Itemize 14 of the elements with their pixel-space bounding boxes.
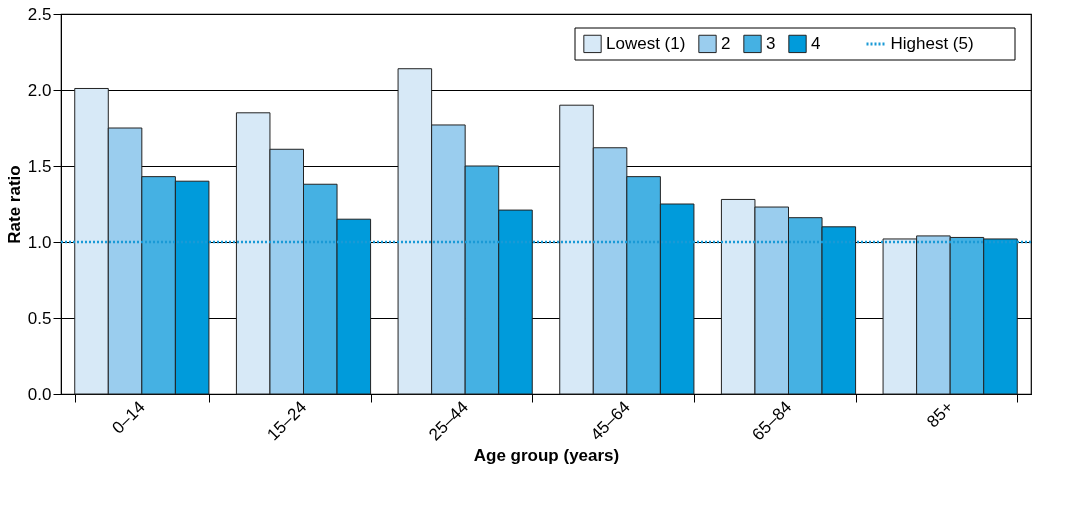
x-axis-title: Age group (years): [473, 445, 620, 465]
legend-label: Highest (5): [890, 34, 974, 53]
legend-label: Lowest (1): [606, 33, 686, 53]
y-tick-label: 2.0: [27, 80, 52, 100]
x-tick-label: 85+: [923, 397, 958, 432]
y-tick-label: 2.5: [27, 4, 52, 24]
legend-label: 2: [721, 33, 731, 53]
y-tick-label: 0.5: [27, 308, 52, 328]
y-axis-title: Rate ratio: [4, 165, 24, 244]
y-tick-label: 0.0: [27, 384, 52, 404]
legend-label: 4: [811, 33, 821, 53]
y-tick-label: 1.0: [27, 232, 52, 252]
y-tick-label: 1.5: [27, 156, 52, 176]
legend-label: 3: [766, 33, 776, 53]
